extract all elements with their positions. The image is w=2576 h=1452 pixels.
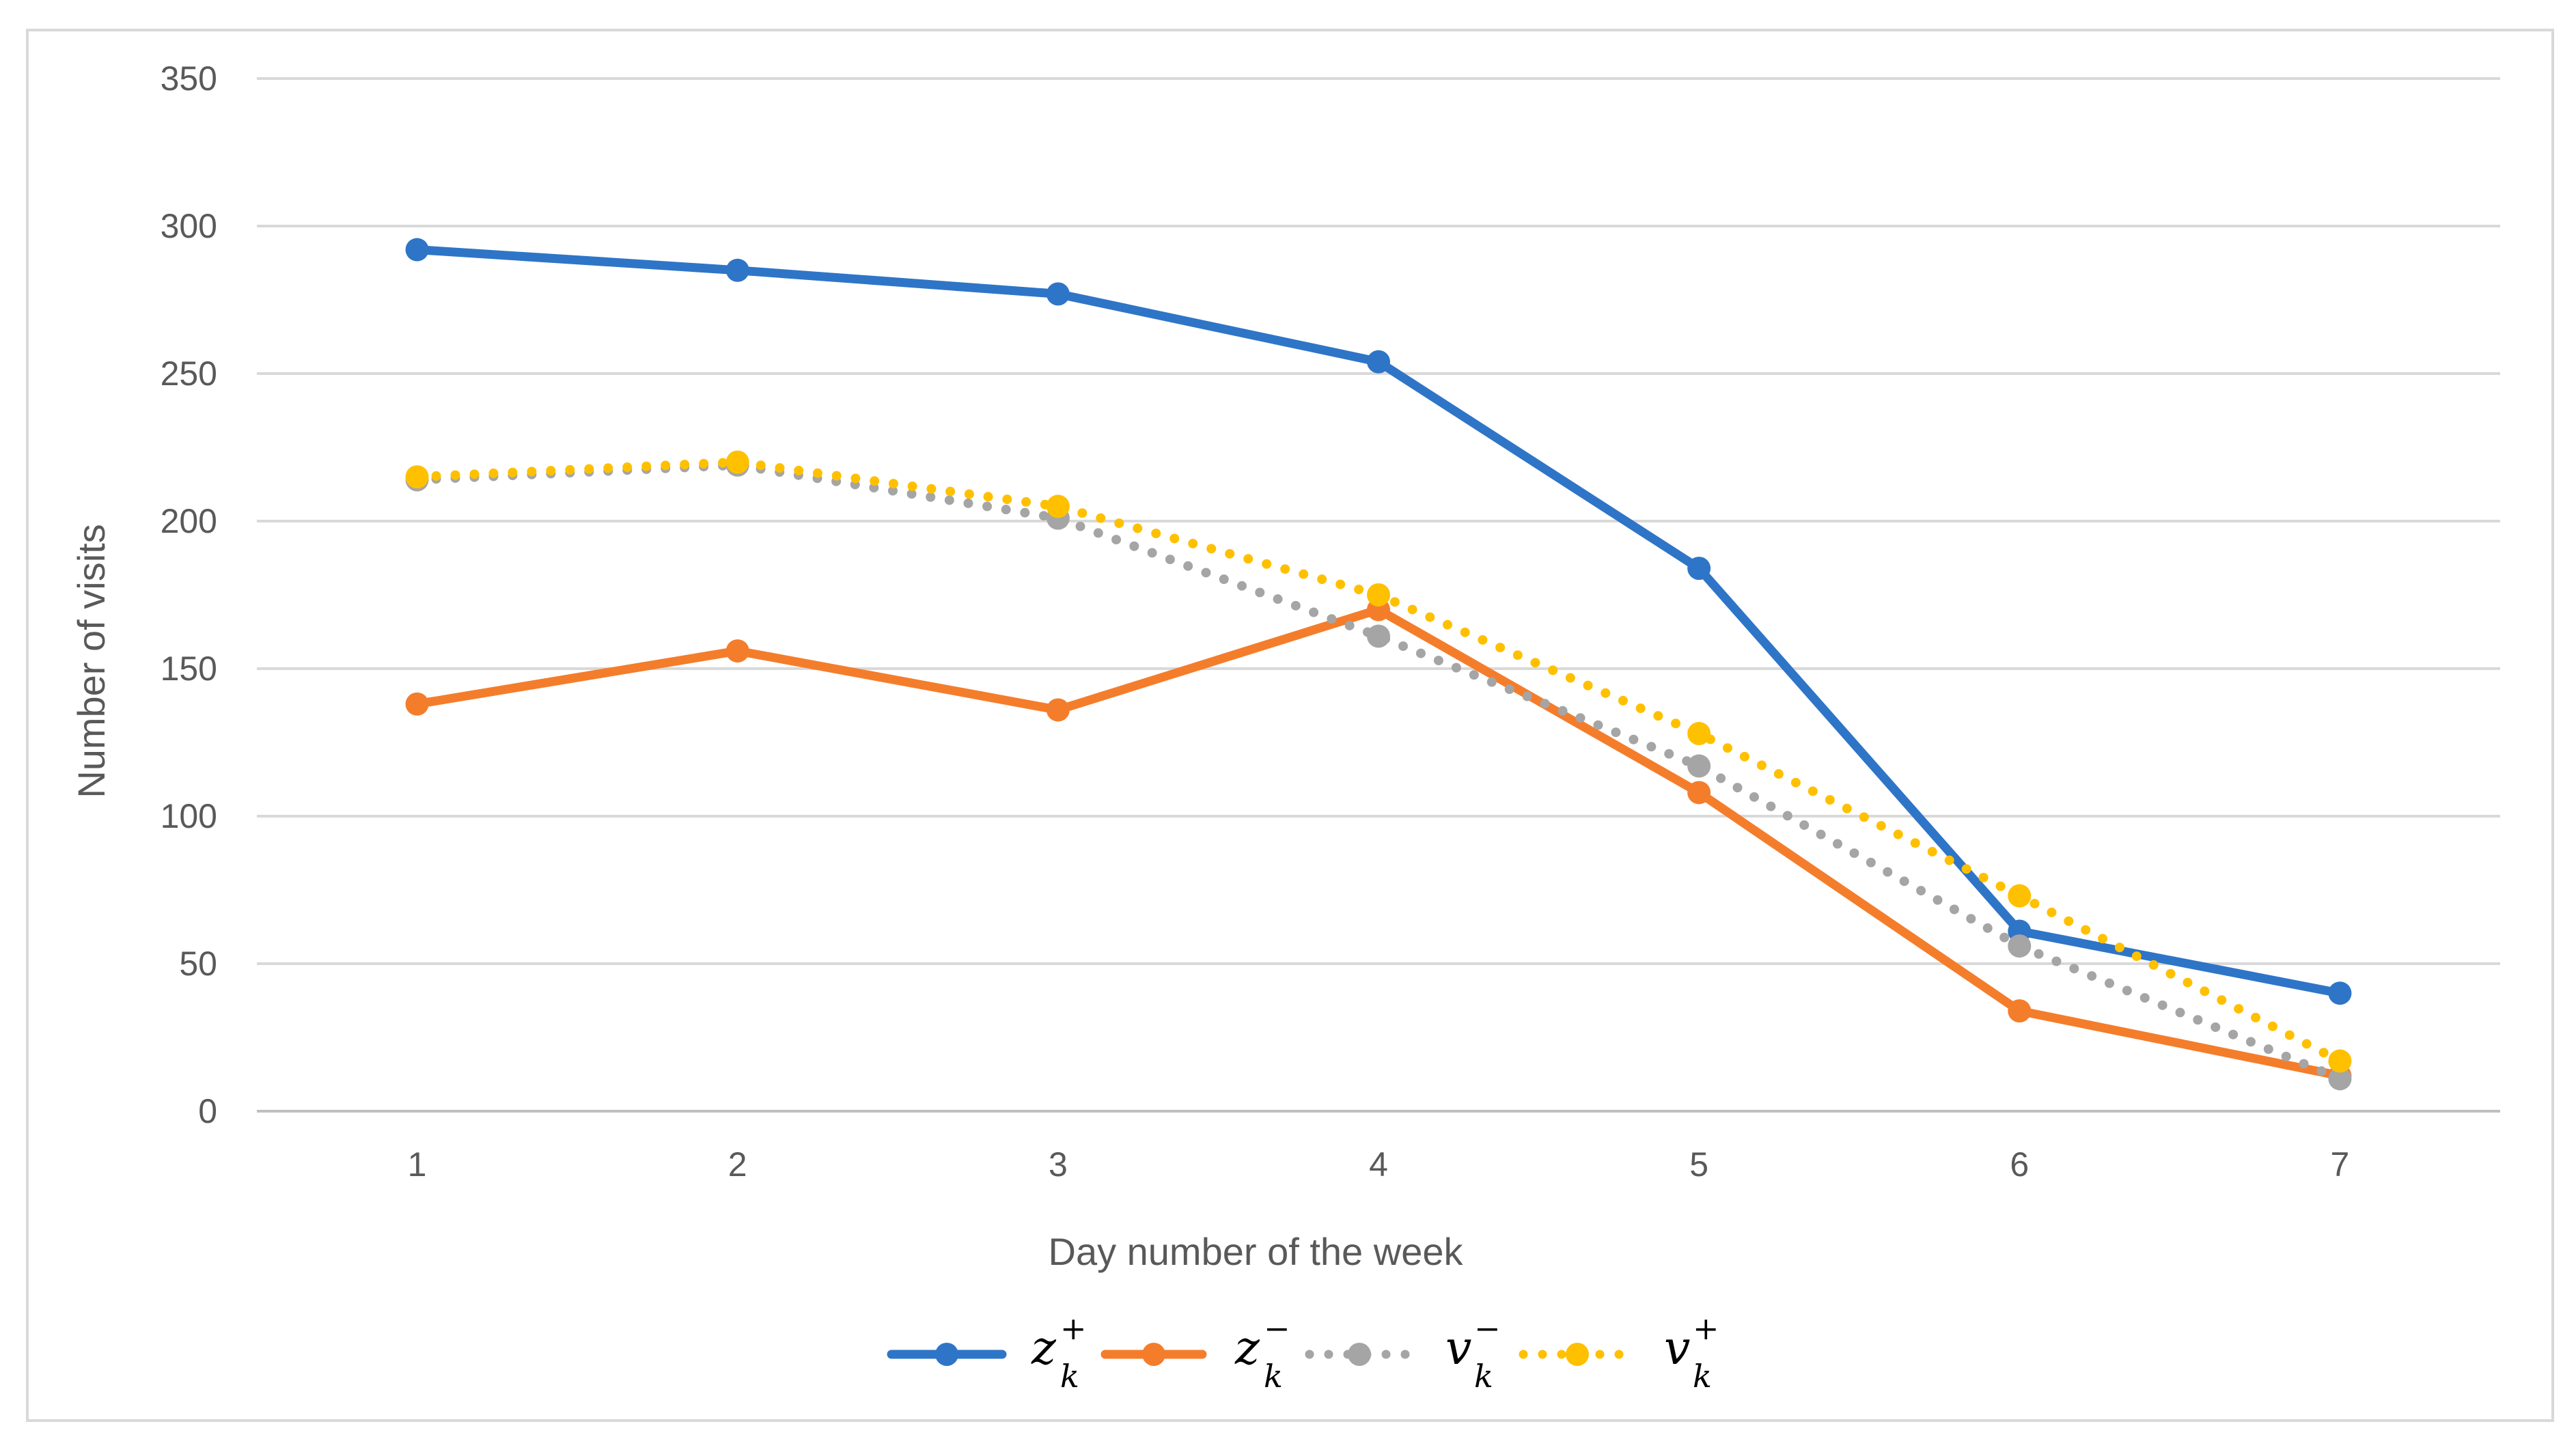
x-axis-ticks: 1 2 3 4 5 6 7 (408, 1145, 2350, 1184)
data-point (1046, 698, 1070, 722)
data-point (1367, 624, 1390, 648)
legend-entry-2: zk − (1100, 1310, 1290, 1395)
legend-marker (1348, 1343, 1371, 1366)
x-tick-label: 7 (2331, 1145, 2350, 1184)
legend-entry-1: zk + (887, 1310, 1087, 1395)
legend-marker (935, 1343, 958, 1366)
legend-superscript: − (1474, 1310, 1501, 1347)
data-point (1687, 557, 1711, 581)
legend-symbol: z (1234, 1322, 1260, 1376)
legend-symbol: v (1664, 1322, 1690, 1376)
legend-symbol: v (1445, 1322, 1471, 1376)
legend-symbol: z (1031, 1322, 1057, 1376)
y-tick-label: 350 (161, 59, 217, 98)
data-point (2008, 934, 2032, 958)
x-tick-label: 5 (1689, 1145, 1708, 1184)
data-point (2008, 999, 2032, 1023)
x-tick-label: 3 (1049, 1145, 1068, 1184)
legend-superscript: − (1264, 1310, 1290, 1347)
data-point (725, 258, 749, 282)
y-tick-label: 200 (161, 502, 217, 540)
x-tick-label: 4 (1369, 1145, 1388, 1184)
data-point (2008, 884, 2032, 908)
y-tick-label: 250 (161, 354, 217, 393)
data-point (725, 639, 749, 663)
y-axis-title: Number of visits (70, 524, 113, 798)
x-tick-label: 2 (728, 1145, 747, 1184)
series-layer (405, 238, 2352, 1091)
data-point (2328, 1049, 2352, 1073)
y-axis-ticks: 0 50 100 150 200 250 300 350 (161, 59, 217, 1130)
legend-entry-3: vk − (1305, 1310, 1501, 1395)
data-point (405, 465, 429, 489)
data-point (405, 238, 429, 262)
data-point (1046, 282, 1070, 306)
series-4 (405, 450, 2352, 1073)
data-point (1367, 350, 1390, 374)
series-2 (405, 598, 2352, 1088)
data-point (1687, 754, 1711, 778)
legend-entry-4: vk + (1519, 1310, 1719, 1395)
legend-marker (1566, 1343, 1589, 1366)
legend: zk+ zk− vk− vk+ (887, 1310, 1719, 1395)
legend-subscript: k (1474, 1358, 1493, 1395)
y-tick-label: 300 (161, 207, 217, 245)
legend-subscript: k (1693, 1358, 1712, 1395)
series-1 (405, 238, 2352, 1005)
x-axis-title: Day number of the week (1049, 1230, 1464, 1273)
series-line (413, 605, 2344, 1080)
x-tick-label: 1 (408, 1145, 427, 1184)
chart-frame (26, 29, 2554, 1422)
legend-superscript: + (1060, 1310, 1087, 1347)
data-point (2328, 1067, 2352, 1091)
legend-subscript: k (1060, 1358, 1079, 1395)
data-point (725, 450, 749, 474)
y-tick-label: 0 (198, 1092, 217, 1130)
y-tick-label: 50 (179, 945, 217, 983)
series-line (412, 460, 2345, 1084)
x-tick-label: 6 (2010, 1145, 2029, 1184)
data-point (1367, 583, 1390, 606)
legend-marker (1142, 1343, 1165, 1366)
legend-superscript: + (1693, 1310, 1719, 1347)
gridlines (257, 77, 2500, 1113)
legend-subscript: k (1264, 1358, 1283, 1395)
data-point (1687, 722, 1711, 746)
data-point (1687, 781, 1711, 805)
y-tick-label: 100 (161, 797, 217, 835)
data-point (1046, 494, 1070, 518)
data-point (405, 692, 429, 716)
series-3 (405, 453, 2352, 1091)
data-point (2328, 981, 2352, 1005)
series-line (412, 457, 2345, 1066)
y-tick-label: 150 (161, 650, 217, 688)
